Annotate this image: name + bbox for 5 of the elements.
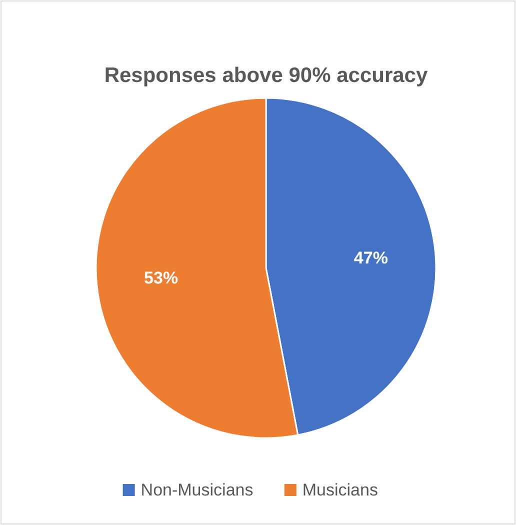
data-label: 53% [144,268,178,288]
data-label: 47% [354,248,388,268]
legend-label: Musicians [302,480,378,500]
legend-label: Non-Musicians [140,480,254,500]
chart-title: Responses above 90% accuracy [104,64,428,87]
